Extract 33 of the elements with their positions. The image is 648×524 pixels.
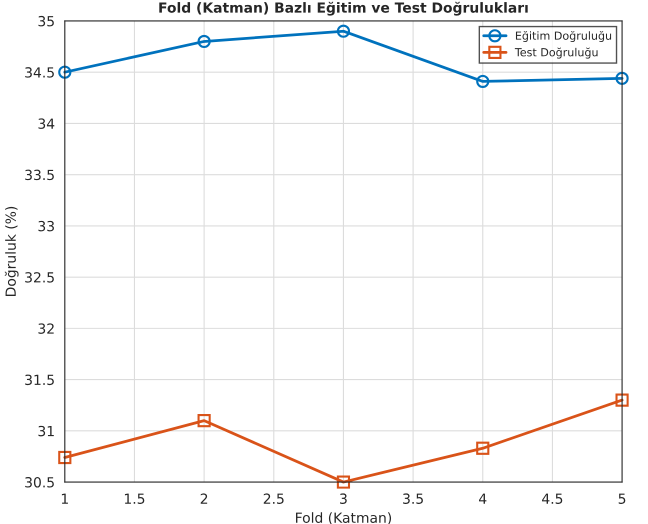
- point: [336, 24, 350, 38]
- y-tick-label: 32.5: [25, 272, 54, 283]
- point: [58, 450, 72, 464]
- x-tick-label: 1: [62, 494, 68, 504]
- chart-title: Fold (Katman) Bazlı Eğitim ve Test Doğrulukları: [159, 2, 528, 16]
- y-tick-label: 34.5: [25, 67, 54, 78]
- x-tick-label: 3.5: [403, 493, 423, 504]
- y-tick-label: 34: [38, 118, 54, 129]
- point: [615, 72, 629, 85]
- x-tick-label: 3: [340, 493, 347, 504]
- x-tick-label: 4.5: [542, 494, 562, 504]
- x-tick-label: 5: [618, 494, 626, 504]
- point: [615, 394, 629, 407]
- y-tick-label: 32: [38, 323, 54, 334]
- point: [58, 66, 72, 79]
- y-tick-label: 30.5: [25, 477, 54, 488]
- legend-label: Test Doğruluğu: [514, 48, 598, 59]
- x-tick-label: 4: [479, 494, 486, 504]
- point: [476, 74, 490, 88]
- point: [198, 34, 211, 48]
- y-tick-label: 35: [38, 16, 54, 26]
- x-tick-label: 1.5: [124, 494, 144, 504]
- x-tick-label: 2.5: [264, 493, 284, 504]
- y-tick-label: 33: [38, 220, 54, 232]
- point: [476, 442, 490, 455]
- y-tick-label: 31.5: [25, 374, 54, 386]
- legend-label: Eğitim Doğruluğu: [516, 30, 612, 42]
- point: [198, 414, 211, 428]
- x-tick-label: 2: [200, 493, 208, 504]
- point: [336, 475, 350, 489]
- y-axis-title: Doğruluk (%): [4, 206, 19, 296]
- y-tick-label: 33.5: [25, 170, 54, 180]
- y-tick-label: 31: [38, 426, 54, 436]
